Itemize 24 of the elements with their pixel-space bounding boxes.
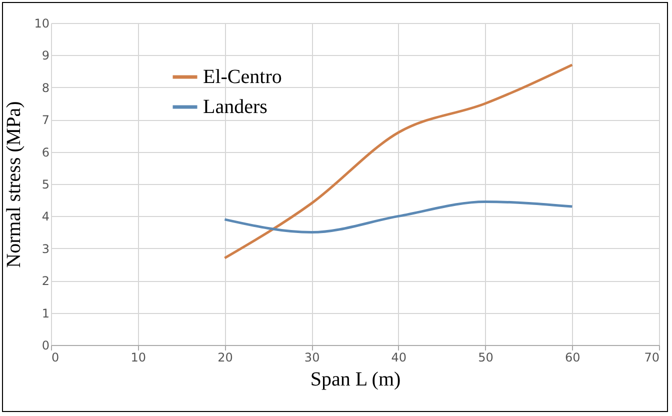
x-axis-title: Span L (m) xyxy=(310,368,401,390)
x-tick-label: 70 xyxy=(644,350,660,364)
x-tick-label: 60 xyxy=(565,350,580,364)
y-tick-label: 4 xyxy=(42,210,50,224)
x-tick-label: 30 xyxy=(304,350,320,364)
y-tick-label: 10 xyxy=(34,16,50,30)
y-tick-label: 0 xyxy=(42,338,50,352)
y-tick-label: 6 xyxy=(42,145,50,160)
y-tick-label: 8 xyxy=(42,80,50,95)
y-tick-label: 9 xyxy=(42,48,50,63)
line-series xyxy=(223,200,574,234)
y-tick-label: 7 xyxy=(42,113,50,128)
x-tick-label: 20 xyxy=(218,350,233,364)
y-tick-label: 2 xyxy=(42,274,50,288)
y-axis-title: Normal stress (MPa) xyxy=(3,101,26,268)
x-tick-label: 0 xyxy=(52,350,60,364)
legend-label: Landers xyxy=(203,96,268,118)
y-tick-label: 5 xyxy=(42,178,50,192)
x-tick-label: 50 xyxy=(478,350,494,364)
x-tick-label: 10 xyxy=(130,350,146,364)
legend-label: El-Centro xyxy=(203,66,282,88)
y-tick-label: 3 xyxy=(42,242,50,256)
y-tick-label: 1 xyxy=(42,306,50,320)
x-tick-label: 40 xyxy=(391,350,407,364)
